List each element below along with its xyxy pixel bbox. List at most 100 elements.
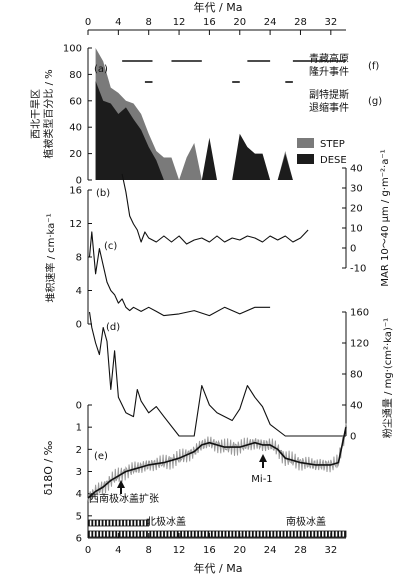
top-x-tick-label: 4 [115, 17, 121, 28]
ice-sheet-north-label: 北极冰盖 [146, 515, 186, 528]
event-f-line1: 青藏高原 [309, 52, 349, 65]
ice-bar-segment [135, 520, 138, 526]
ice-bar-segment [98, 520, 101, 526]
ice-bar-segment [105, 520, 107, 526]
ice-bar-segment [101, 520, 104, 526]
ice-bar-segment [101, 531, 104, 537]
panel-d-ylabel: 粉尘通量 / mg·(cm²·ka)⁻¹ [381, 318, 394, 438]
legend-swatch-dese [297, 154, 314, 164]
y-tick-label: 16 [69, 186, 82, 197]
ice-bar-segment [166, 531, 169, 537]
ice-bar-segment [221, 531, 223, 537]
ice-bar-segment [115, 531, 118, 537]
panel-e-raw-noise [87, 423, 347, 504]
y-tick-label: 0 [76, 320, 82, 331]
annotation-wais: 西南极冰盖扩张 [89, 492, 159, 505]
ice-bar-segment [217, 531, 220, 537]
y-tick-label: 4 [76, 286, 82, 297]
ice-bar-segment [309, 531, 312, 537]
y-tick-label: -10 [350, 264, 366, 275]
y-tick-label: 10 [350, 224, 363, 235]
panel-b: -10 0 10 20 30 40 (b) MAR 10～40 μm / g·m⁻²·a⁻… [96, 149, 391, 286]
ice-bar-segment [88, 531, 90, 537]
ice-bar-segment [111, 531, 114, 537]
panel-c: 0 4 8 12 16 (c) 堆积速率 / cm·ka⁻¹ [44, 186, 271, 331]
bottom-x-tick-label: 24 [264, 545, 277, 556]
bottom-axis: 0 4 8 12 16 20 24 28 32 年代 / Ma [85, 533, 346, 575]
ice-bar-segment [207, 531, 210, 537]
ice-bar-segment [163, 531, 165, 537]
ice-bar-segment [200, 531, 203, 537]
event-f-line2: 隆升事件 [309, 65, 349, 78]
y-tick-label: 0 [76, 401, 82, 412]
ice-bar-segment [135, 531, 138, 537]
legend-step: STEP [320, 139, 345, 150]
ice-bar-segment [251, 531, 254, 537]
ice-bar-segment [303, 531, 305, 537]
ice-bar-segment [272, 531, 275, 537]
y-tick-label: 2 [76, 445, 82, 456]
panel-c-label: (c) [104, 241, 117, 252]
event-g-line2: 退缩事件 [309, 101, 349, 114]
ice-bar-segment [152, 531, 155, 537]
panel-e-ylabel: δ18O / ‰ [42, 440, 55, 495]
ice-bar-segment [142, 531, 145, 537]
y-tick-label: 12 [69, 219, 82, 230]
ice-bar-segment [125, 531, 128, 537]
ice-bar-segment [94, 520, 97, 526]
ice-bar-segment [224, 531, 227, 537]
ice-bar-segment [210, 531, 213, 537]
panel-b-series-line [121, 173, 309, 245]
ice-bar-segment [214, 531, 217, 537]
ice-bar-segment [128, 520, 131, 526]
ice-bar-segment [275, 531, 278, 537]
ice-bar-segment [108, 531, 111, 537]
ice-bar-segment [122, 520, 124, 526]
y-tick-label: 0 [350, 244, 356, 255]
y-tick-label: 5 [76, 511, 82, 522]
top-x-tick-label: 0 [85, 17, 91, 28]
y-tick-label: 30 [350, 184, 363, 195]
ice-bar-segment [94, 531, 97, 537]
top-x-tick-label: 20 [233, 17, 246, 28]
panel-b-label: (b) [96, 188, 110, 199]
y-tick-label: 4 [76, 489, 82, 500]
ice-bar-segment [105, 531, 107, 537]
ice-sheet-south-bar [87, 530, 347, 538]
panel-g-label: (g) [368, 96, 382, 107]
panel-c-series-line [88, 231, 271, 317]
ice-bar-segment [344, 531, 346, 537]
ice-bar-segment [282, 531, 285, 537]
ice-bar-segment [118, 531, 121, 537]
bottom-x-tick-label: 32 [324, 545, 337, 556]
y-tick-label: 6 [76, 534, 82, 545]
y-tick-label: 100 [63, 44, 82, 55]
ice-bar-segment [286, 531, 288, 537]
ice-bar-segment [128, 531, 131, 537]
legend-dese: DESE [320, 155, 347, 166]
ice-bar-segment [132, 520, 135, 526]
y-tick-label: 20 [69, 149, 82, 160]
ice-bar-segment [330, 531, 333, 537]
panel-d-label: (d) [106, 322, 120, 333]
y-tick-label: 40 [350, 164, 363, 175]
ice-bar-segment [228, 531, 230, 537]
panel-f-label: (f) [368, 61, 379, 72]
ice-bar-segment [173, 531, 176, 537]
top-x-tick-label: 28 [294, 17, 307, 28]
bottom-x-tick-label: 28 [294, 545, 307, 556]
ice-bar-segment [91, 520, 94, 526]
ice-bar-segment [238, 531, 241, 537]
annotation-arrow-wais [117, 480, 125, 494]
ice-bar-segment [289, 531, 292, 537]
bottom-x-tick-label: 8 [146, 545, 152, 556]
ice-bar-segment [193, 531, 196, 537]
y-tick-label: 20 [350, 204, 363, 215]
bottom-x-tick-label: 16 [203, 545, 216, 556]
ice-bar-segment [146, 520, 148, 526]
ice-bar-segment [149, 531, 152, 537]
panel-c-ylabel: 堆积速率 / cm·ka⁻¹ [44, 213, 57, 302]
ice-bar-segment [118, 520, 121, 526]
ice-bar-segment [98, 531, 101, 537]
ice-sheet-north-bar [87, 519, 150, 527]
